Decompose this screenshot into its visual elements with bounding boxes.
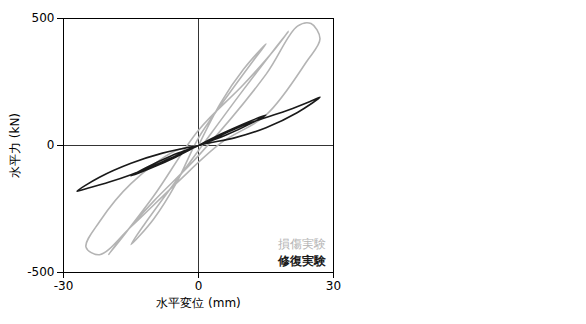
svg-text:-30: -30: [54, 279, 74, 293]
svg-text:0: 0: [47, 138, 55, 152]
svg-text:水平変位 (mm): 水平変位 (mm): [156, 296, 241, 310]
svg-text:0: 0: [195, 279, 203, 293]
svg-text:-500: -500: [27, 265, 54, 279]
svg-text:30: 30: [326, 279, 341, 293]
svg-text:修復実験: 修復実験: [277, 254, 327, 268]
svg-text:水平力 (kN): 水平力 (kN): [8, 113, 22, 178]
svg-text:500: 500: [32, 11, 55, 25]
svg-text:損傷実験: 損傷実験: [278, 237, 326, 251]
